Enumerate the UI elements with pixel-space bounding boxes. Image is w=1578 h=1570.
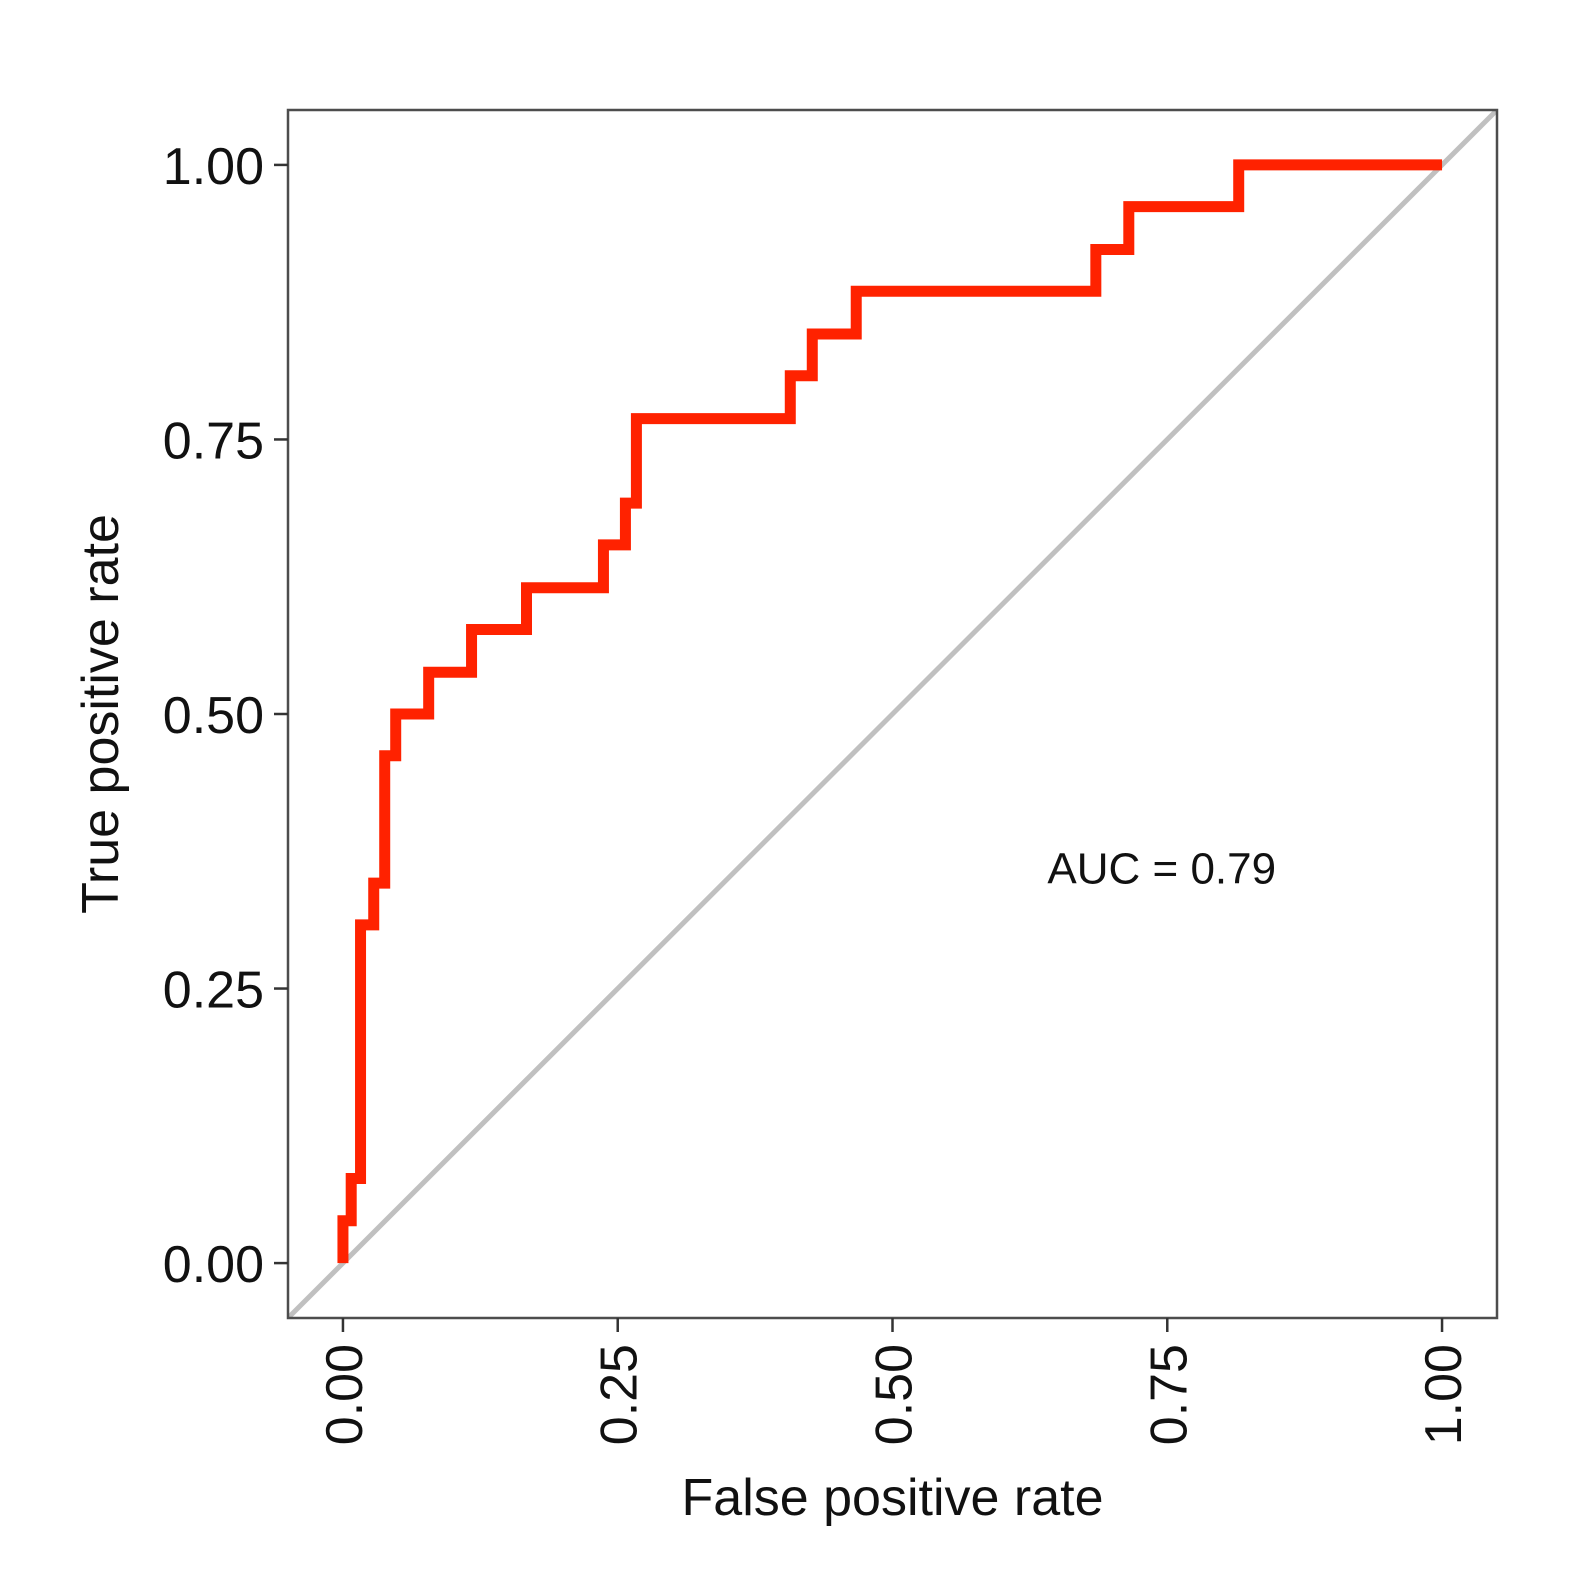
x-tick-label: 1.00 (1415, 1344, 1473, 1445)
x-tick-label: 0.25 (591, 1344, 649, 1445)
series-group (288, 110, 1497, 1318)
chance-diagonal-line (288, 110, 1497, 1318)
x-tick-label: 0.75 (1140, 1344, 1198, 1445)
roc-curve-line (337, 159, 1443, 1264)
x-tick-label: 0.50 (866, 1344, 924, 1445)
y-axis: 0.00 0.25 0.50 0.75 1.00 (163, 138, 288, 1294)
y-tick-label: 1.00 (163, 138, 264, 196)
y-tick-label: 0.00 (163, 1236, 264, 1294)
annotations: AUC = 0.79 (1047, 845, 1276, 894)
y-tick-label: 0.25 (163, 962, 264, 1020)
y-axis-title: True positive rate (72, 514, 130, 914)
x-axis: 0.00 0.25 0.50 0.75 1.00 (316, 1318, 1473, 1445)
x-tick-label: 0.00 (316, 1344, 374, 1445)
y-tick-label: 0.50 (163, 687, 264, 745)
auc-annotation: AUC = 0.79 (1047, 845, 1276, 894)
x-axis-title: False positive rate (682, 1469, 1104, 1527)
y-tick-label: 0.75 (163, 412, 264, 470)
